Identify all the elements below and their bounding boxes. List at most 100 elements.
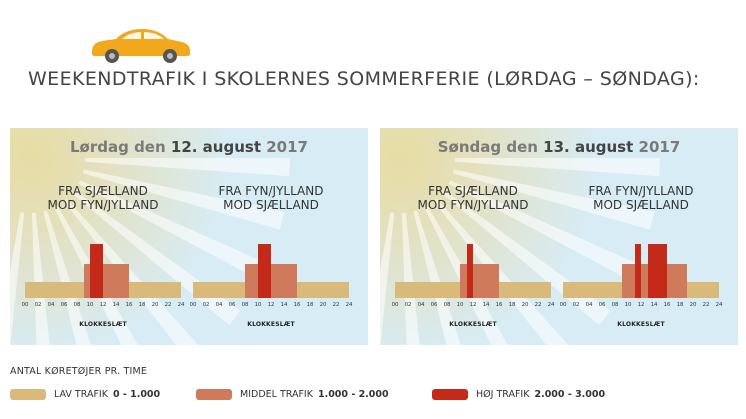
tick-label: 06 xyxy=(60,302,68,308)
tick-label: 04 xyxy=(585,302,593,308)
sun-ray xyxy=(78,180,268,281)
tick-label: 10 xyxy=(86,302,94,308)
tick-label: 02 xyxy=(34,302,42,308)
tick-label: 00 xyxy=(21,302,29,308)
traffic-bar-high xyxy=(634,244,641,298)
panel-title: Søndag den 13. august 2017 xyxy=(437,138,681,156)
tick-label: 06 xyxy=(228,302,236,308)
tick-label: 22 xyxy=(702,302,710,308)
time-axis: 00 02 04 06 08 10 12 14 16 18 20 22 24 xyxy=(559,302,723,312)
legend-item-low: LAV TRAFIK 0 - 1.000 xyxy=(10,387,160,401)
tick-label: 22 xyxy=(164,302,172,308)
traffic-bar-high xyxy=(90,244,103,298)
traffic-bar-low xyxy=(297,282,349,298)
sun-ray xyxy=(43,210,91,345)
tick-label: 02 xyxy=(572,302,580,308)
axis-label: KLOKKESLÆT xyxy=(617,321,665,328)
axis-label: KLOKKESLÆT xyxy=(449,321,497,328)
tick-label: 20 xyxy=(319,302,327,308)
tick-label: 14 xyxy=(650,302,658,308)
tick-label: 06 xyxy=(430,302,438,308)
traffic-bar-medium xyxy=(271,264,297,298)
tick-label: 14 xyxy=(482,302,490,308)
tick-label: 18 xyxy=(508,302,516,308)
traffic-bar-medium xyxy=(473,264,499,298)
tick-label: 16 xyxy=(663,302,671,308)
tick-label: 24 xyxy=(715,302,723,308)
traffic-timeline xyxy=(25,238,181,298)
tick-label: 04 xyxy=(47,302,55,308)
tick-label: 02 xyxy=(202,302,210,308)
traffic-bar-low xyxy=(686,282,719,298)
tick-label: 18 xyxy=(138,302,146,308)
sun-ray xyxy=(452,169,655,230)
traffic-bar-medium xyxy=(83,264,90,298)
sun-ray xyxy=(454,158,660,177)
traffic-bar-high xyxy=(466,244,473,298)
traffic-bar-medium xyxy=(460,264,467,298)
sun-ray xyxy=(31,212,50,345)
sunday-panel: Søndag den 13. august 2017 FRA SJÆLLAND … xyxy=(380,128,738,345)
tick-label: 18 xyxy=(306,302,314,308)
traffic-bar-low xyxy=(563,282,622,298)
sun-ray xyxy=(401,212,420,345)
panel-title: Lørdag den 12. august 2017 xyxy=(69,138,308,156)
traffic-bar-medium xyxy=(621,264,635,298)
traffic-bar-high xyxy=(258,244,271,298)
tick-label: 14 xyxy=(280,302,288,308)
sun-ray xyxy=(433,198,569,345)
tick-label: 08 xyxy=(241,302,249,308)
tick-label: 06 xyxy=(598,302,606,308)
tick-label: 16 xyxy=(495,302,503,308)
tick-label: 04 xyxy=(417,302,425,308)
tick-label: 24 xyxy=(345,302,353,308)
traffic-bar-medium xyxy=(641,264,648,298)
tick-label: 22 xyxy=(332,302,340,308)
tick-label: 08 xyxy=(73,302,81,308)
tick-label: 20 xyxy=(521,302,529,308)
tick-label: 04 xyxy=(215,302,223,308)
direction-label: FRA SJÆLLAND MOD FYN/JYLLAND xyxy=(47,184,159,212)
tick-label: 18 xyxy=(676,302,684,308)
tick-label: 08 xyxy=(443,302,451,308)
sun-background xyxy=(10,128,368,345)
tick-label: 12 xyxy=(267,302,275,308)
traffic-bar-low xyxy=(193,282,245,298)
tick-label: 08 xyxy=(611,302,619,308)
tick-label: 12 xyxy=(469,302,477,308)
legend-item-medium: MIDDEL TRAFIK 1.000 - 2.000 xyxy=(196,387,389,401)
traffic-bar-low xyxy=(499,282,551,298)
tick-label: 16 xyxy=(125,302,133,308)
time-axis: 00 02 04 06 08 10 12 14 16 18 20 22 24 xyxy=(391,302,555,312)
sun-ray xyxy=(448,180,638,281)
tick-label: 22 xyxy=(534,302,542,308)
time-axis: 00 02 04 06 08 10 12 14 16 18 20 22 24 xyxy=(21,302,185,312)
direction-label: FRA FYN/JYLLAND MOD SJÆLLAND xyxy=(588,184,694,212)
sun-ray xyxy=(63,198,199,345)
sun-ray xyxy=(82,169,285,230)
direction-label: FRA SJÆLLAND MOD FYN/JYLLAND xyxy=(417,184,529,212)
traffic-timeline xyxy=(193,238,349,298)
car-icon xyxy=(92,29,190,63)
saturday-panel: Lørdag den 12. august 2017 FRA SJÆLLAND … xyxy=(10,128,368,345)
legend-swatch-high xyxy=(432,388,468,400)
traffic-timeline xyxy=(563,238,719,298)
traffic-bar-medium xyxy=(245,264,258,298)
tick-label: 00 xyxy=(391,302,399,308)
tick-label: 10 xyxy=(624,302,632,308)
tick-label: 16 xyxy=(293,302,301,308)
sun-ray xyxy=(413,210,461,345)
tick-label: 20 xyxy=(151,302,159,308)
tick-label: 24 xyxy=(177,302,185,308)
traffic-bar-high xyxy=(647,244,667,298)
legend-title: ANTAL KØRETØJER PR. TIME xyxy=(10,366,148,377)
tick-label: 14 xyxy=(112,302,120,308)
axis-label: KLOKKESLÆT xyxy=(79,321,127,328)
sun-background xyxy=(380,128,738,345)
tick-label: 02 xyxy=(404,302,412,308)
tick-label: 20 xyxy=(689,302,697,308)
tick-label: 10 xyxy=(456,302,464,308)
axis-label: KLOKKESLÆT xyxy=(247,321,295,328)
legend-item-high: HØJ TRAFIK 2.000 - 3.000 xyxy=(432,387,605,401)
tick-label: 00 xyxy=(559,302,567,308)
